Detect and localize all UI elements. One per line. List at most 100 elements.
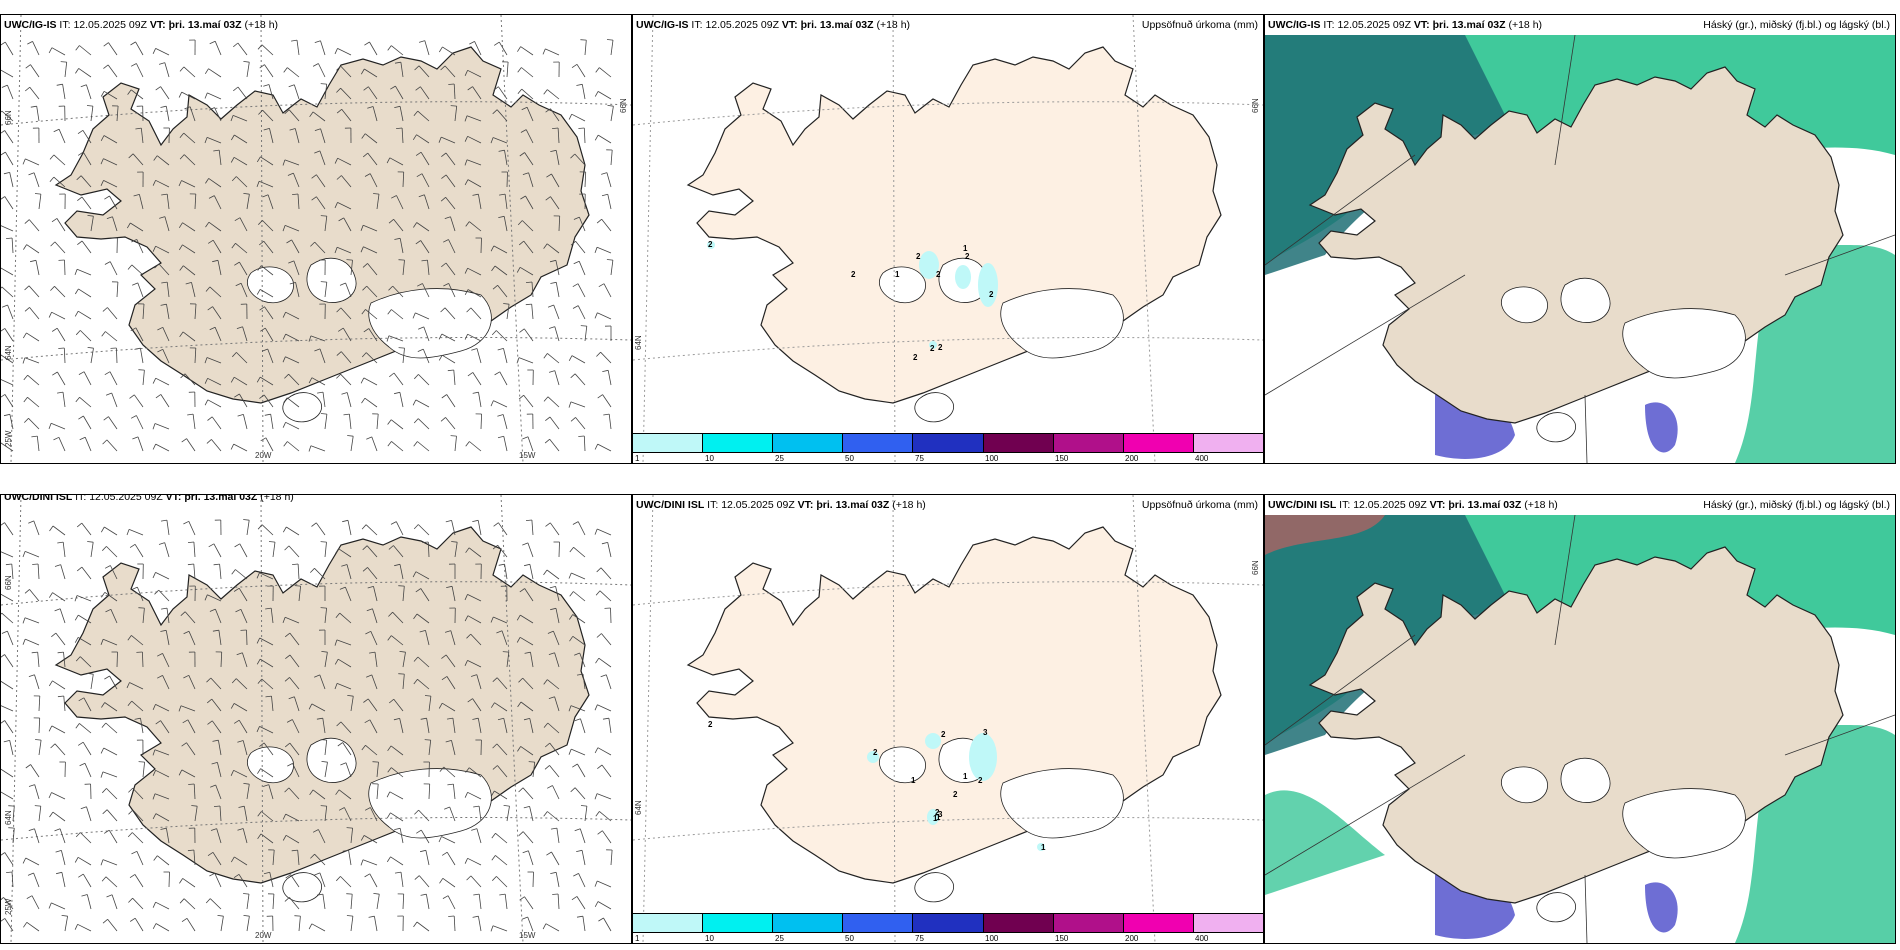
wind-barb-flag bbox=[135, 127, 142, 130]
wind-barb bbox=[1, 680, 14, 690]
wind-barb bbox=[454, 106, 458, 122]
wind-barb-flag bbox=[237, 740, 244, 743]
wind-barb-flag bbox=[157, 348, 163, 353]
panel-header: UWC/DINI ISL IT: 12.05.2025 09Z VT: þri.… bbox=[1268, 499, 1558, 511]
wind-barb bbox=[373, 586, 378, 602]
wind-barb bbox=[420, 151, 430, 166]
wind-barb bbox=[599, 590, 612, 602]
precip-value-label: 1 bbox=[895, 270, 900, 279]
glacier-outline bbox=[368, 768, 492, 839]
wind-barb bbox=[426, 718, 430, 734]
wind-barb-flag bbox=[258, 220, 263, 225]
wind-barb bbox=[270, 414, 274, 430]
wind-barb bbox=[338, 548, 352, 558]
wind-barb-flag bbox=[388, 698, 395, 704]
wind-barb-flag bbox=[334, 247, 338, 254]
wind-barb bbox=[164, 62, 170, 78]
wind-barb-flag bbox=[204, 399, 209, 406]
wind-barb bbox=[34, 828, 40, 844]
wind-barb bbox=[90, 674, 94, 690]
wind-barb-flag bbox=[158, 62, 165, 65]
wind-barb bbox=[289, 897, 300, 910]
wind-barb-flag bbox=[415, 588, 422, 593]
wind-barb bbox=[451, 586, 456, 602]
wind-barb-flag bbox=[525, 519, 532, 521]
wind-barb-flag bbox=[417, 283, 423, 287]
wind-barb-flag bbox=[233, 719, 240, 724]
wind-barb-flag bbox=[594, 747, 599, 754]
wind-barb-flag bbox=[207, 416, 213, 421]
wind-barb bbox=[363, 246, 378, 254]
wind-barb-flag bbox=[444, 806, 450, 810]
wind-barb bbox=[324, 762, 328, 778]
wind-barb bbox=[56, 218, 66, 232]
wind-barb bbox=[496, 109, 508, 122]
wind-barb-flag bbox=[74, 288, 79, 295]
wind-barb-flag bbox=[263, 84, 270, 87]
wind-barb bbox=[442, 46, 456, 56]
wind-barb-flag bbox=[206, 698, 213, 704]
wind-barb-flag bbox=[234, 217, 241, 222]
wind-barb-flag bbox=[594, 312, 598, 319]
wind-barb-flag bbox=[262, 784, 269, 787]
wind-barb-flag bbox=[308, 445, 312, 452]
precip-area bbox=[867, 751, 879, 763]
glacier-outline bbox=[1501, 766, 1548, 804]
wind-barb-flag bbox=[161, 281, 168, 284]
wind-barb-flag bbox=[256, 289, 261, 295]
wind-barb-flag bbox=[606, 259, 613, 261]
wind-barb bbox=[265, 437, 274, 452]
wind-barb-flag bbox=[522, 542, 529, 546]
wind-barb-flag bbox=[493, 522, 499, 527]
wind-barb bbox=[30, 764, 40, 778]
wind-barb bbox=[217, 260, 222, 276]
wind-barb bbox=[181, 769, 196, 778]
wind-barb-flag bbox=[152, 923, 157, 929]
wind-barb-flag bbox=[466, 307, 472, 313]
wind-barb bbox=[392, 611, 404, 624]
wind-barb bbox=[180, 705, 196, 712]
wind-barb bbox=[428, 696, 432, 712]
wind-barb-flag bbox=[231, 678, 237, 684]
wind-barb-flag bbox=[545, 522, 551, 527]
wind-barb bbox=[555, 260, 560, 276]
wind-barb bbox=[33, 872, 40, 888]
wind-barb bbox=[445, 197, 456, 210]
wind-barb bbox=[1, 354, 14, 364]
wind-barb bbox=[109, 371, 118, 386]
wind-barb bbox=[142, 370, 145, 386]
wind-barb bbox=[36, 436, 40, 452]
wind-barb-flag bbox=[594, 704, 598, 711]
wind-barb-flag bbox=[48, 423, 52, 430]
colorbar-swatch bbox=[633, 434, 704, 452]
wind-barb bbox=[54, 743, 66, 756]
wind-barb bbox=[259, 572, 274, 580]
wind-barb bbox=[236, 176, 248, 188]
wind-barb-flag bbox=[544, 742, 551, 748]
wind-barb-flag bbox=[422, 541, 429, 543]
wind-barb-flag bbox=[53, 128, 60, 133]
wind-barb bbox=[469, 221, 482, 232]
wind-barb-flag bbox=[321, 761, 328, 763]
wind-barb bbox=[506, 61, 509, 78]
colorbar-tick-label: 75 bbox=[915, 934, 924, 943]
wind-barb bbox=[7, 84, 14, 100]
wind-barb bbox=[193, 563, 196, 580]
wind-barb-flag bbox=[543, 569, 548, 576]
wind-barb bbox=[551, 851, 560, 866]
wind-barb bbox=[581, 84, 586, 100]
wind-barb-flag bbox=[321, 651, 328, 653]
wind-barb-flag bbox=[152, 180, 156, 186]
wind-barb bbox=[76, 268, 92, 276]
wind-barb bbox=[573, 591, 586, 602]
wind-barb bbox=[423, 326, 430, 342]
wind-barb-flag bbox=[498, 149, 505, 152]
wind-barb bbox=[340, 351, 352, 364]
wind-barb-flag bbox=[104, 261, 111, 265]
wind-barb-flag bbox=[472, 193, 479, 196]
wind-barb-flag bbox=[346, 259, 353, 261]
wind-barb-flag bbox=[361, 745, 366, 751]
wind-barb-flag bbox=[1, 84, 8, 88]
wind-barb bbox=[497, 765, 508, 778]
wind-barb bbox=[132, 897, 144, 910]
